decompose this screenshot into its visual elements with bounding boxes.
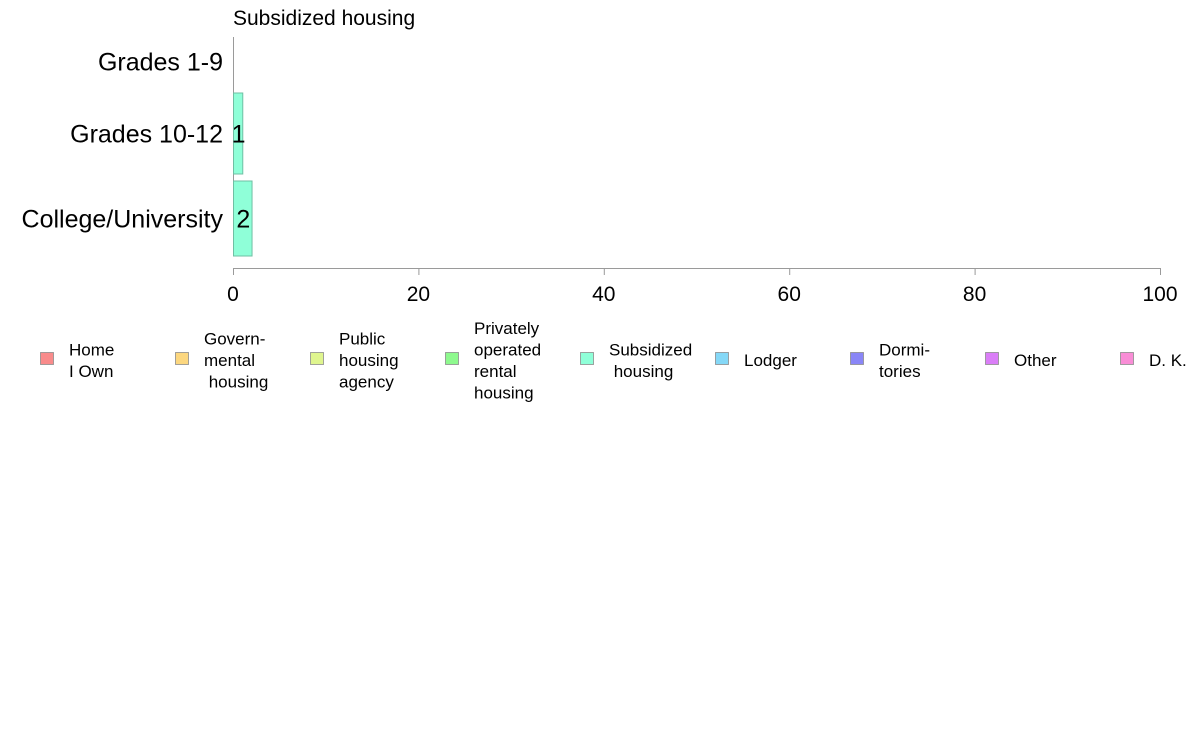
legend-swatch xyxy=(850,352,864,365)
bar xyxy=(233,180,253,257)
category-label: College/University xyxy=(22,206,224,234)
legend-item: Home I Own xyxy=(40,340,114,381)
legend-swatch xyxy=(40,352,54,365)
legend-label: Privately operated rental housing xyxy=(474,319,541,403)
legend-label: Lodger xyxy=(744,351,797,370)
bar-value-label: 1 xyxy=(232,121,246,149)
legend-item: Public housing agency xyxy=(310,330,399,392)
legend-label: Other xyxy=(1014,351,1057,370)
x-tick-label: 0 xyxy=(227,283,239,306)
legend-item: Lodger xyxy=(715,351,797,370)
legend-label: Govern-mental housing xyxy=(204,330,268,392)
legend-label: Public housing agency xyxy=(339,330,399,392)
bar xyxy=(233,92,244,175)
legend-label: Subsidized housing xyxy=(609,340,692,381)
x-tick-label: 20 xyxy=(407,283,430,306)
x-tick-label: 100 xyxy=(1142,283,1177,306)
x-tick-label: 40 xyxy=(592,283,615,306)
legend-item: Subsidized housing xyxy=(580,340,692,381)
x-tick-label: 60 xyxy=(778,283,801,306)
legend-swatch xyxy=(985,352,999,365)
legend-item: Govern-mental housing xyxy=(175,330,268,392)
legend-item: Other xyxy=(985,351,1057,370)
legend-swatch xyxy=(715,352,729,365)
legend-item: Privately operated rental housing xyxy=(445,319,541,403)
legend-swatch xyxy=(175,352,189,365)
x-tick-label: 80 xyxy=(963,283,986,306)
legend-swatch xyxy=(310,352,324,365)
legend-swatch xyxy=(1120,352,1134,365)
legend: Home I Own Govern-mental housing Public hous… xyxy=(40,319,1187,403)
plot-area: Grades 1-9 Grades 10-12 1 College/Universit… xyxy=(22,37,1178,306)
legend-label: Home I Own xyxy=(69,340,114,381)
chart-title: Subsidized housing xyxy=(233,7,415,30)
legend-swatch xyxy=(445,352,459,365)
bar-value-label: 2 xyxy=(236,206,250,234)
legend-item: Dormi-tories xyxy=(850,340,930,381)
category-label: Grades 1-9 xyxy=(98,49,223,77)
legend-label: D. K. xyxy=(1149,351,1187,370)
category-label: Grades 10-12 xyxy=(70,121,223,149)
legend-item: D. K. xyxy=(1120,351,1187,370)
legend-label: Dormi-tories xyxy=(879,340,930,381)
legend-swatch xyxy=(580,352,594,365)
